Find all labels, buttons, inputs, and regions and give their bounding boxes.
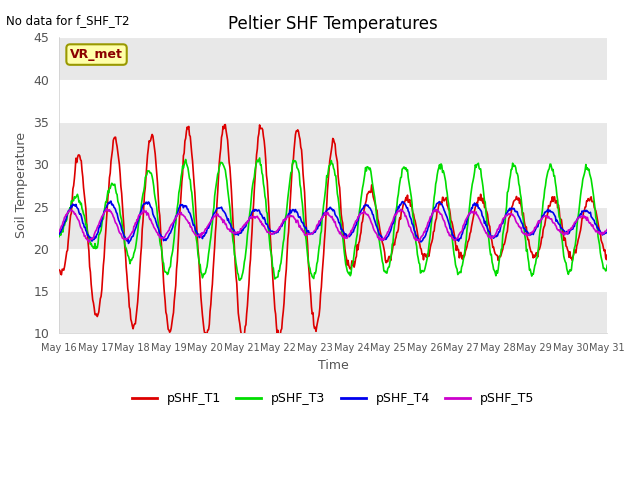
Text: VR_met: VR_met [70,48,123,61]
Bar [59,291,607,334]
Legend: pSHF_T1, pSHF_T3, pSHF_T4, pSHF_T5: pSHF_T1, pSHF_T3, pSHF_T4, pSHF_T5 [127,387,540,410]
Y-axis label: Soil Temperature: Soil Temperature [15,132,28,239]
Title: Peltier SHF Temperatures: Peltier SHF Temperatures [228,15,438,33]
X-axis label: Time: Time [318,359,349,372]
Text: No data for f_SHF_T2: No data for f_SHF_T2 [6,14,130,27]
Bar [59,37,607,80]
Bar [59,206,607,249]
Bar [59,122,607,164]
